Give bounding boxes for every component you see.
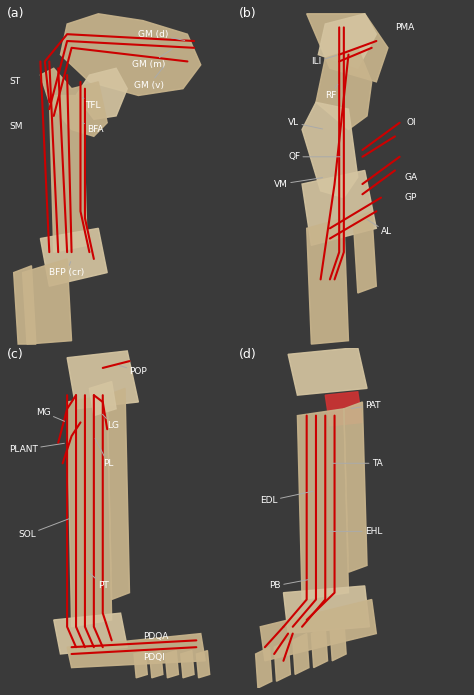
Text: ST: ST xyxy=(9,77,20,86)
Text: TA: TA xyxy=(333,459,383,468)
Text: PMA: PMA xyxy=(395,23,414,32)
Polygon shape xyxy=(40,228,107,286)
Polygon shape xyxy=(67,351,138,409)
Text: PL: PL xyxy=(95,439,113,468)
Text: TFL: TFL xyxy=(82,97,100,111)
Polygon shape xyxy=(67,395,112,627)
Polygon shape xyxy=(316,48,372,129)
Polygon shape xyxy=(330,620,346,661)
Text: EDL: EDL xyxy=(260,491,313,505)
Polygon shape xyxy=(297,409,348,600)
Polygon shape xyxy=(274,640,291,681)
Polygon shape xyxy=(76,68,127,120)
Polygon shape xyxy=(107,389,129,600)
Polygon shape xyxy=(165,651,179,678)
Polygon shape xyxy=(325,392,363,426)
Text: GA: GA xyxy=(404,173,417,181)
Polygon shape xyxy=(181,651,194,678)
Text: RF: RF xyxy=(325,84,338,100)
Text: PAT: PAT xyxy=(351,401,380,410)
Text: PT: PT xyxy=(87,571,109,590)
Text: SOL: SOL xyxy=(18,518,69,539)
Polygon shape xyxy=(288,348,367,395)
Text: ILI: ILI xyxy=(311,56,337,66)
Text: GM (d): GM (d) xyxy=(138,30,185,40)
Polygon shape xyxy=(54,613,127,654)
Text: VL: VL xyxy=(288,118,322,129)
Polygon shape xyxy=(302,102,358,197)
Polygon shape xyxy=(49,95,87,252)
Polygon shape xyxy=(307,14,388,82)
Text: VM: VM xyxy=(274,178,322,188)
Polygon shape xyxy=(196,651,210,678)
Polygon shape xyxy=(293,634,309,674)
Polygon shape xyxy=(149,651,163,678)
Text: (a): (a) xyxy=(7,7,25,20)
Polygon shape xyxy=(23,259,72,344)
Text: EHL: EHL xyxy=(328,527,382,536)
Text: QF: QF xyxy=(288,152,341,161)
Polygon shape xyxy=(60,14,201,95)
Text: (b): (b) xyxy=(239,7,257,20)
Polygon shape xyxy=(255,647,272,688)
Polygon shape xyxy=(134,651,147,678)
Polygon shape xyxy=(353,211,376,293)
Text: BFP (cr): BFP (cr) xyxy=(49,261,84,277)
Text: OI: OI xyxy=(407,118,416,127)
Text: (c): (c) xyxy=(7,348,24,361)
Text: GM (m): GM (m) xyxy=(132,49,172,70)
Polygon shape xyxy=(14,265,36,344)
Text: MG: MG xyxy=(36,408,64,421)
Text: SM: SM xyxy=(9,122,23,131)
Polygon shape xyxy=(40,68,107,136)
Text: GP: GP xyxy=(404,193,417,202)
Text: PB: PB xyxy=(270,580,309,590)
Text: POP: POP xyxy=(119,366,147,376)
Polygon shape xyxy=(302,170,376,245)
Polygon shape xyxy=(311,627,328,668)
Polygon shape xyxy=(307,218,348,344)
Text: LG: LG xyxy=(102,414,119,430)
Polygon shape xyxy=(319,14,376,68)
Text: PDQA: PDQA xyxy=(143,632,168,641)
Polygon shape xyxy=(344,402,367,572)
Polygon shape xyxy=(283,586,369,634)
Text: PLANT: PLANT xyxy=(9,443,64,454)
Polygon shape xyxy=(260,600,376,661)
Text: BFA: BFA xyxy=(82,123,104,134)
Polygon shape xyxy=(67,634,205,668)
Text: GM (v): GM (v) xyxy=(134,67,164,90)
Text: (d): (d) xyxy=(239,348,257,361)
Text: PDQI: PDQI xyxy=(143,653,165,662)
Text: AL: AL xyxy=(367,220,392,236)
Polygon shape xyxy=(90,382,116,416)
